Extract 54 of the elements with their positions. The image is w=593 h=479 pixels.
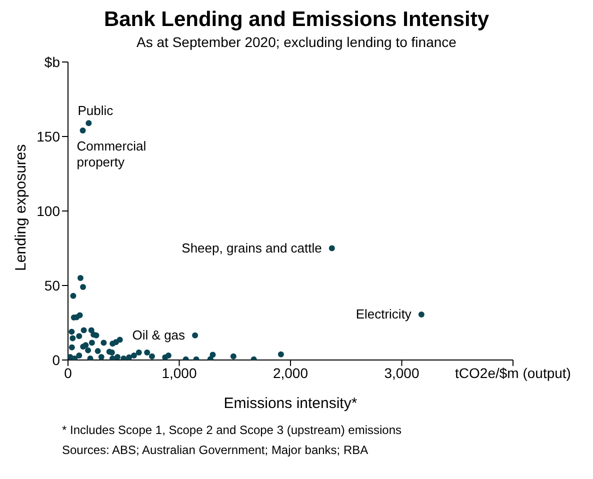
point: [165, 352, 172, 359]
chart-title: Bank Lending and Emissions Intensity: [102, 8, 490, 32]
point: [77, 275, 84, 282]
point: [70, 335, 76, 342]
point: [80, 344, 86, 350]
point: [80, 327, 87, 334]
point: [86, 120, 92, 126]
source-note: Sources: ABS; Australian Government; Major banks; RBA: [62, 442, 370, 459]
point: [68, 344, 75, 350]
x-tick-label: tCO2e/$m (output): [455, 364, 571, 381]
point: [110, 356, 116, 360]
point: [98, 354, 104, 360]
x-tick-label: 3,000: [384, 364, 420, 381]
annotation: Oil & gas: [132, 327, 186, 342]
point: [328, 245, 335, 252]
point: [76, 352, 82, 359]
x-axis-title: Emissions intensity*: [224, 395, 358, 412]
annotation: Public: [78, 103, 114, 118]
point: [85, 347, 92, 354]
point: [80, 128, 86, 134]
x-tick-label: 2,000: [272, 364, 308, 381]
point: [76, 312, 83, 318]
y-tick-label: $b: [44, 54, 60, 70]
point: [278, 351, 284, 358]
point: [130, 352, 137, 359]
point: [80, 284, 86, 290]
text: * Includes Scope 1, Scope 2 and Scope 3 (upstream) emissions: [62, 422, 403, 439]
point: [100, 340, 107, 346]
x-tick-label: 0: [64, 364, 72, 381]
point: [418, 312, 424, 318]
y-tick-label: 100: [36, 202, 60, 219]
point: [70, 292, 76, 299]
x-tick-label: 1,000: [162, 364, 197, 381]
annotation: Sheep, grains and cattle: [182, 240, 322, 256]
y-tick-label: 0: [52, 352, 60, 368]
point: [192, 332, 198, 338]
point: [136, 350, 142, 356]
y-axis-title: Lending exposures: [12, 144, 30, 271]
point: [68, 328, 75, 335]
point: [148, 353, 155, 360]
point: [88, 340, 95, 346]
point: [230, 353, 236, 360]
point: [126, 354, 132, 360]
chart-subtitle: As at September 2020; excluding lending to finance: [136, 34, 458, 50]
point: [144, 350, 150, 356]
point: [116, 336, 123, 343]
point: [94, 348, 101, 354]
y-tick-label: 50: [44, 277, 60, 294]
y-tick-label: 150: [36, 128, 60, 144]
annotation: Electricity: [356, 306, 412, 322]
annotation: Commercial property: [76, 138, 146, 170]
point: [76, 333, 82, 340]
point: [114, 354, 121, 360]
point: [210, 352, 216, 358]
